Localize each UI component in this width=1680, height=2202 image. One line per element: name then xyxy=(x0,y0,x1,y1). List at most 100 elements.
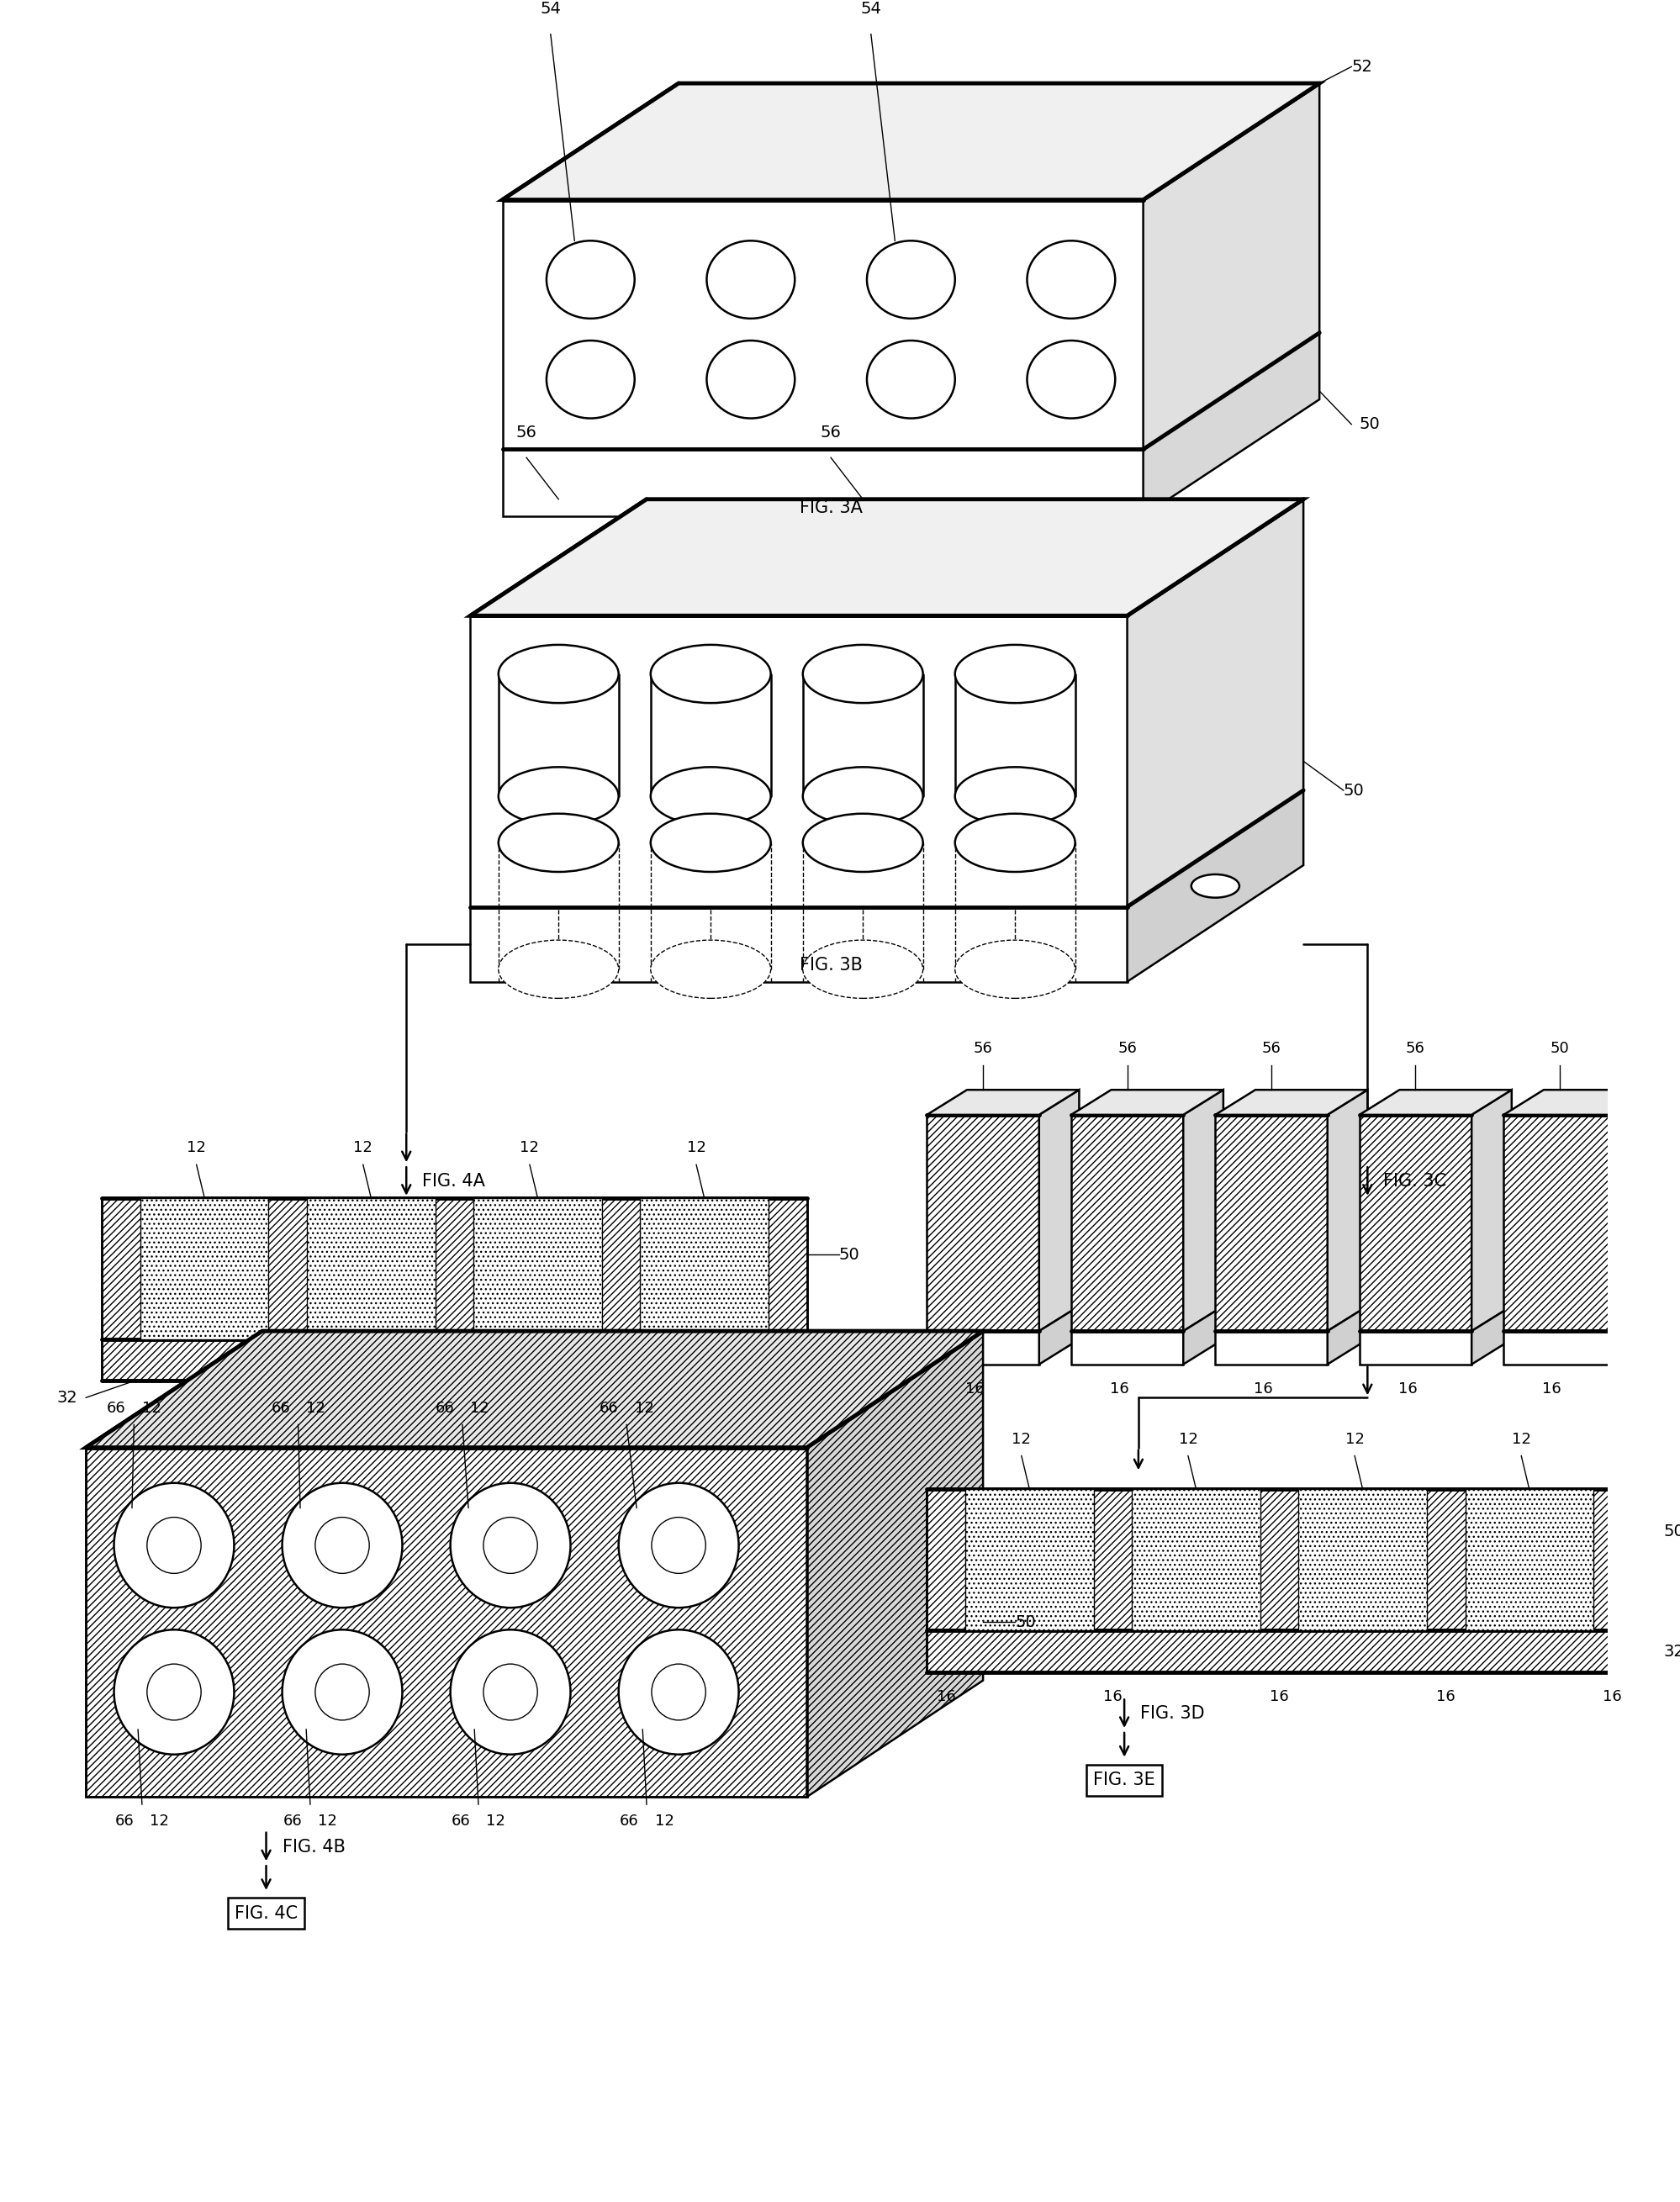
Ellipse shape xyxy=(954,645,1075,702)
Polygon shape xyxy=(1299,1489,1426,1629)
Text: FIG. 3B: FIG. 3B xyxy=(800,956,862,973)
Ellipse shape xyxy=(954,940,1075,998)
Text: 12: 12 xyxy=(1011,1431,1032,1447)
Text: 66: 66 xyxy=(114,1814,134,1828)
Text: 12: 12 xyxy=(487,1814,506,1828)
Ellipse shape xyxy=(450,1482,571,1607)
Ellipse shape xyxy=(148,1517,202,1574)
Polygon shape xyxy=(1127,791,1304,982)
Polygon shape xyxy=(502,84,1319,200)
Ellipse shape xyxy=(148,1665,202,1720)
Text: 12: 12 xyxy=(318,1814,338,1828)
Text: 16: 16 xyxy=(1109,1381,1129,1396)
Ellipse shape xyxy=(114,1629,234,1755)
Text: 66: 66 xyxy=(620,1814,638,1828)
Text: 66: 66 xyxy=(452,1814,470,1828)
Text: 12: 12 xyxy=(655,1814,674,1828)
Ellipse shape xyxy=(618,1482,739,1607)
Polygon shape xyxy=(1616,1090,1656,1330)
Ellipse shape xyxy=(954,815,1075,872)
Polygon shape xyxy=(307,1198,435,1339)
Polygon shape xyxy=(1359,1114,1472,1330)
Ellipse shape xyxy=(803,815,922,872)
Text: 12: 12 xyxy=(521,1141,539,1156)
Polygon shape xyxy=(927,1629,1631,1671)
Text: 12: 12 xyxy=(635,1400,654,1416)
Text: 56: 56 xyxy=(1117,1042,1137,1055)
Polygon shape xyxy=(1142,333,1319,515)
Text: 32: 32 xyxy=(57,1389,77,1405)
Polygon shape xyxy=(1472,1306,1512,1365)
Polygon shape xyxy=(474,1198,601,1339)
Polygon shape xyxy=(141,1198,269,1339)
Ellipse shape xyxy=(954,766,1075,826)
Ellipse shape xyxy=(484,1665,538,1720)
Polygon shape xyxy=(1215,1330,1327,1365)
Ellipse shape xyxy=(316,1665,370,1720)
Polygon shape xyxy=(1040,1090,1079,1330)
Text: FIG. 4C: FIG. 4C xyxy=(235,1905,297,1922)
Ellipse shape xyxy=(650,766,771,826)
Polygon shape xyxy=(470,500,1304,617)
Polygon shape xyxy=(1072,1114,1183,1330)
Text: 16: 16 xyxy=(1104,1689,1122,1704)
Text: 50: 50 xyxy=(1344,782,1364,799)
Polygon shape xyxy=(1327,1090,1368,1330)
Polygon shape xyxy=(927,1330,1040,1365)
Polygon shape xyxy=(102,1339,806,1381)
Text: 56: 56 xyxy=(1262,1042,1280,1055)
Ellipse shape xyxy=(546,240,635,319)
Ellipse shape xyxy=(114,1482,234,1607)
Polygon shape xyxy=(1327,1306,1368,1365)
Ellipse shape xyxy=(450,1629,571,1755)
Polygon shape xyxy=(502,200,1142,449)
Text: 50: 50 xyxy=(1015,1614,1037,1629)
Polygon shape xyxy=(86,1330,983,1447)
Ellipse shape xyxy=(282,1629,402,1755)
Ellipse shape xyxy=(618,1629,739,1755)
Polygon shape xyxy=(86,1447,806,1797)
Text: FIG. 4B: FIG. 4B xyxy=(282,1839,344,1856)
Text: 12: 12 xyxy=(353,1141,373,1156)
Ellipse shape xyxy=(803,645,922,702)
Ellipse shape xyxy=(316,1517,370,1574)
Text: 32: 32 xyxy=(1663,1643,1680,1660)
Text: 50: 50 xyxy=(1359,416,1381,432)
Polygon shape xyxy=(502,449,1142,515)
Text: FIG. 3D: FIG. 3D xyxy=(1141,1704,1205,1722)
Text: 16: 16 xyxy=(1253,1381,1273,1396)
Polygon shape xyxy=(927,1090,1079,1114)
Polygon shape xyxy=(1215,1114,1327,1330)
Polygon shape xyxy=(1359,1090,1512,1114)
Ellipse shape xyxy=(803,766,922,826)
Polygon shape xyxy=(1132,1489,1260,1629)
Text: 12: 12 xyxy=(306,1400,326,1416)
Ellipse shape xyxy=(652,1665,706,1720)
Polygon shape xyxy=(640,1198,768,1339)
Text: 12: 12 xyxy=(1346,1431,1364,1447)
Text: 66: 66 xyxy=(435,1400,454,1416)
Text: 56: 56 xyxy=(1406,1042,1425,1055)
Polygon shape xyxy=(1072,1090,1223,1114)
Text: 56: 56 xyxy=(973,1042,993,1055)
Text: FIG. 3A: FIG. 3A xyxy=(800,500,862,515)
Polygon shape xyxy=(1142,84,1319,449)
Ellipse shape xyxy=(803,940,922,998)
Polygon shape xyxy=(1472,1090,1512,1330)
Text: 16: 16 xyxy=(1436,1689,1455,1704)
Polygon shape xyxy=(1040,1306,1079,1365)
Text: FIG. 4A: FIG. 4A xyxy=(422,1174,486,1189)
Text: FIG. 4C: FIG. 4C xyxy=(235,1905,297,1922)
Ellipse shape xyxy=(499,815,618,872)
Polygon shape xyxy=(927,1489,1631,1629)
Polygon shape xyxy=(1616,1306,1656,1365)
Polygon shape xyxy=(1183,1306,1223,1365)
Polygon shape xyxy=(470,907,1127,982)
Polygon shape xyxy=(966,1489,1094,1629)
Polygon shape xyxy=(470,617,1127,907)
Text: 16: 16 xyxy=(937,1689,956,1704)
Text: 52: 52 xyxy=(1351,59,1373,75)
Ellipse shape xyxy=(707,240,795,319)
Polygon shape xyxy=(1127,500,1304,907)
Polygon shape xyxy=(1072,1330,1183,1365)
